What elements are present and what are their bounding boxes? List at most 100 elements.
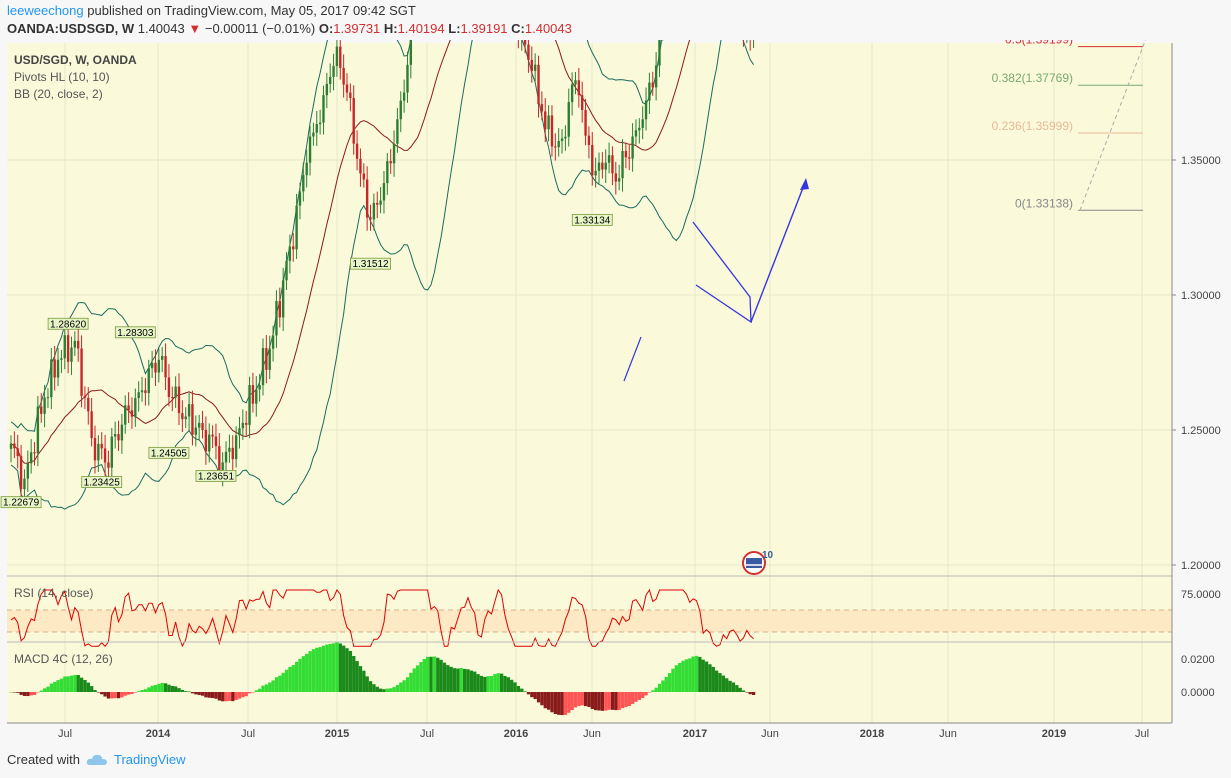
macd-bar <box>90 686 94 692</box>
candle-body <box>73 340 77 348</box>
macd-bar <box>16 692 20 693</box>
candle-body <box>103 448 107 463</box>
y-tick-label: 1.20000 <box>1181 560 1221 572</box>
candle-body <box>60 358 63 360</box>
macd-bar <box>130 692 134 694</box>
macd-bar <box>79 677 84 692</box>
macd-bar <box>355 661 359 692</box>
pivot-box <box>114 326 156 339</box>
candle-body <box>523 40 527 45</box>
macd-bar <box>439 659 443 692</box>
macd-bar <box>459 667 463 692</box>
macd-bar <box>325 644 329 692</box>
candle-body <box>651 82 654 88</box>
macd-bar <box>405 677 410 692</box>
macd-bar <box>127 692 131 695</box>
macd-bar <box>409 672 413 692</box>
candle-body <box>406 64 409 93</box>
y-tick-label: 1.35000 <box>1181 155 1221 167</box>
macd-bar <box>479 675 484 692</box>
macd-bar <box>553 692 558 715</box>
candle-body <box>359 158 362 174</box>
candle-body <box>181 413 184 420</box>
candle-body <box>70 347 73 362</box>
tradingview-link[interactable]: TradingView <box>113 752 186 767</box>
macd-bar <box>610 692 615 710</box>
macd-bar <box>725 678 729 692</box>
macd-bar <box>204 692 208 698</box>
macd-bar <box>631 692 635 704</box>
macd-bar <box>32 692 37 696</box>
candle-body <box>134 398 137 417</box>
pivots-legend[interactable]: Pivots HL (10, 10) <box>14 70 110 84</box>
macd-bar <box>547 692 551 710</box>
macd-bar <box>26 692 30 697</box>
macd-bar <box>207 692 211 698</box>
macd-bar <box>735 685 739 692</box>
candle-body <box>382 183 386 201</box>
macd-tick-label: 0.0200 <box>1181 654 1215 666</box>
macd-bar <box>53 682 57 692</box>
x-tick-label: Jul <box>241 728 255 740</box>
macd-bar <box>123 692 127 696</box>
author-link[interactable]: leeweechong <box>7 3 84 18</box>
candle-body <box>238 428 241 436</box>
last-price: 1.40043 <box>137 21 185 36</box>
candle-body <box>379 200 382 205</box>
macd-bar <box>174 686 178 692</box>
pivot-box <box>81 476 123 488</box>
macd-bar <box>422 658 426 692</box>
x-tick-label: Jul <box>420 728 434 740</box>
macd-bar <box>217 692 222 701</box>
candle-body <box>29 452 33 464</box>
candle-body <box>197 422 201 428</box>
macd-bar <box>311 649 316 692</box>
macd-bar <box>29 692 33 696</box>
macd-bar <box>563 692 568 715</box>
candle-body <box>305 162 308 176</box>
macd-bar <box>254 690 258 692</box>
candle-body <box>302 175 305 192</box>
macd-bar <box>211 692 215 699</box>
macd-bar <box>540 692 544 706</box>
candle-body <box>332 66 335 77</box>
candle-body <box>46 397 50 399</box>
macd-bar <box>483 676 487 692</box>
macd-bar <box>375 686 379 692</box>
macd-bar <box>721 675 726 692</box>
symbol-header: OANDA:USDSGD, W 1.40043 ▼ −0.00011 (−0.0… <box>7 21 572 36</box>
macd-bar <box>308 651 312 692</box>
macd-bar <box>96 692 101 693</box>
rsi-legend[interactable]: RSI (14, close) <box>14 586 94 600</box>
bb-legend[interactable]: BB (20, close, 2) <box>14 87 103 101</box>
macd-bar <box>516 686 521 692</box>
macd-bar <box>751 692 756 695</box>
candle-body <box>325 83 329 96</box>
macd-legend[interactable]: MACD 4C (12, 26) <box>14 652 113 666</box>
candle-body <box>93 438 97 461</box>
chart-area[interactable]: 1.272(1.48557)1(1.45260)0.786(1.42666)0.… <box>0 40 1231 745</box>
candle-body <box>335 46 339 67</box>
candle-body <box>399 100 402 120</box>
candle-body <box>33 452 36 454</box>
candle-body <box>597 162 601 171</box>
macd-bar <box>533 692 537 700</box>
candle-body <box>537 64 540 105</box>
candle-body <box>36 406 40 454</box>
candle-body <box>550 115 554 147</box>
macd-bar <box>523 691 527 692</box>
x-tick-label: 2018 <box>860 728 884 740</box>
candle-body <box>261 348 265 386</box>
candle-body <box>547 115 550 130</box>
macd-bar <box>573 692 578 708</box>
x-tick-label: Jun <box>939 728 957 740</box>
rsi-line <box>10 588 754 648</box>
fib-label: 0(1.33138) <box>1015 196 1073 210</box>
macd-bar <box>348 651 353 692</box>
macd-bar <box>321 645 326 692</box>
macd-bar <box>22 692 27 697</box>
macd-bar <box>46 686 50 692</box>
footer: Created with TradingView <box>7 752 186 767</box>
macd-bar <box>607 692 611 710</box>
economic-event-icon[interactable]: 10 <box>742 550 774 575</box>
